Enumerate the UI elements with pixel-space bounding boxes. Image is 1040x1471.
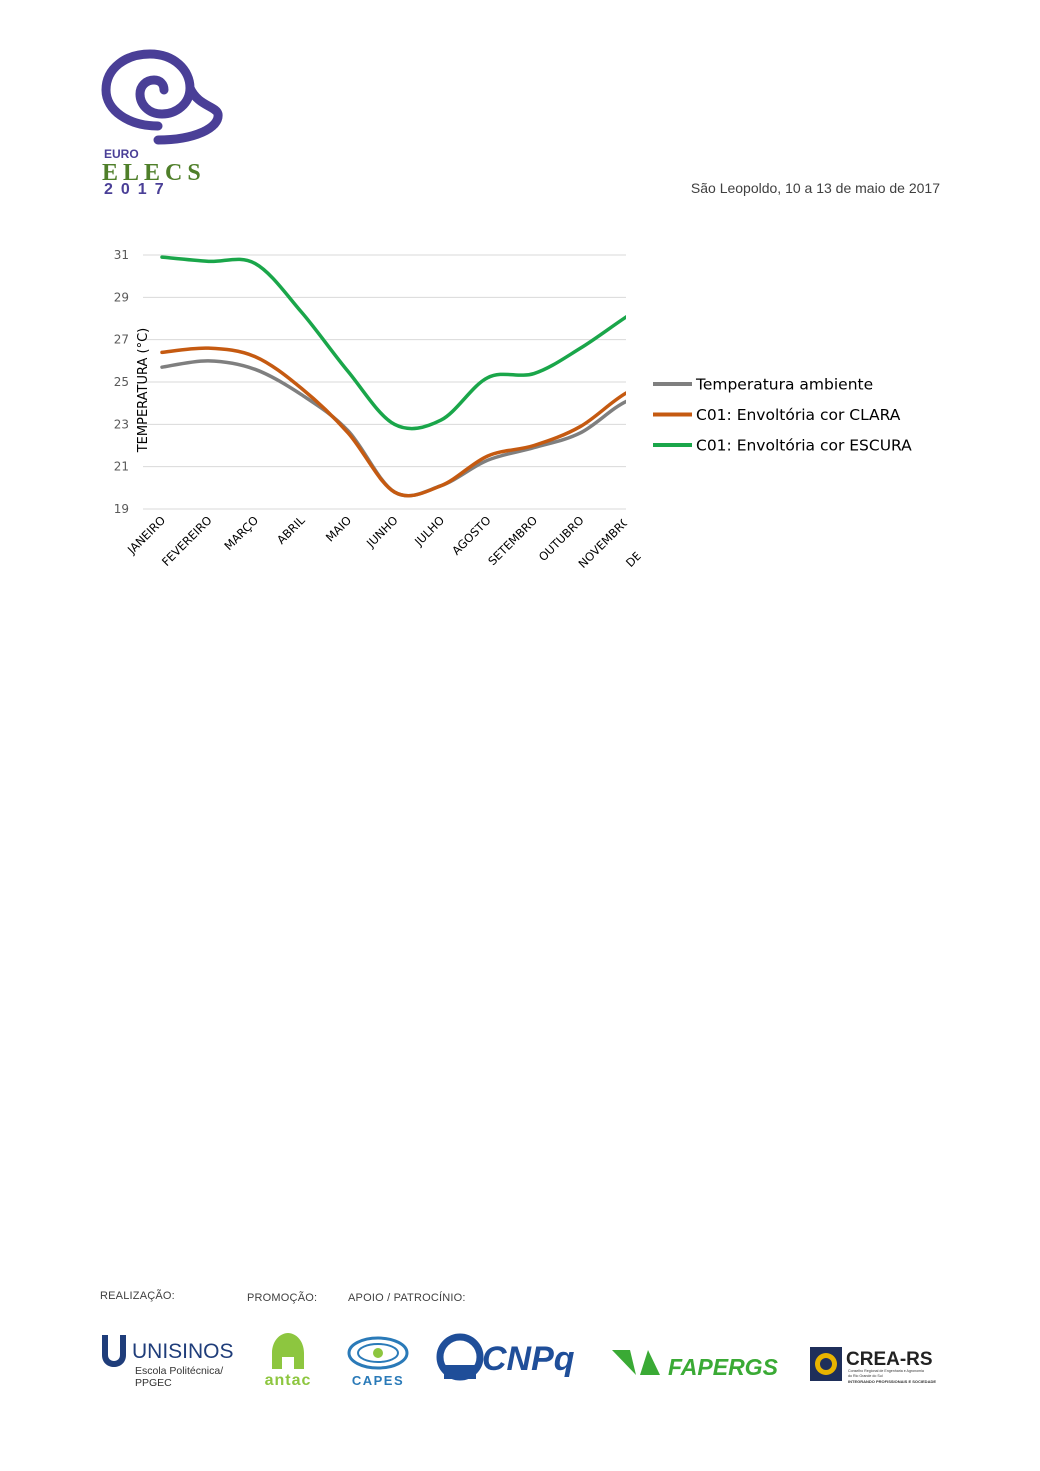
y-tick-labels: 19 21 23 25 27 29 31 — [114, 248, 129, 516]
unisinos-name: UNISINOS — [132, 1340, 234, 1363]
unisinos-u-icon — [102, 1335, 126, 1367]
capes-eye-icon — [347, 1336, 409, 1370]
crea-line1: Conselho Regional de Engenharia e Agrono… — [848, 1369, 924, 1373]
x-tick-label: JULHO — [411, 513, 447, 549]
series-lines — [160, 255, 626, 498]
unisinos-line2: PPGEC — [135, 1377, 172, 1389]
cnpq-logo: CNPq — [436, 1325, 591, 1395]
cnpq-name: CNPq — [482, 1340, 575, 1378]
x-tick-label: ABRIL — [274, 513, 308, 547]
x-tick-label: FEVEREIRO — [159, 513, 215, 569]
y-tick-label: 23 — [114, 417, 129, 431]
x-tick-label: JANEIRO — [124, 513, 168, 557]
series-line-2 — [160, 346, 626, 498]
crea-name: CREA-RS — [846, 1349, 933, 1370]
event-date: São Leopoldo, 10 a 13 de maio de 2017 — [690, 180, 940, 196]
antac-arch-icon — [272, 1333, 304, 1369]
spiral-icon — [101, 49, 223, 145]
crea-line3: INTEGRANDO PROFISSIONAIS E SOCIEDADE — [848, 1379, 936, 1384]
gridlines — [143, 254, 626, 510]
x-tick-label: SETEMBRO — [485, 513, 540, 568]
fapergs-name: FAPERGS — [668, 1354, 779, 1380]
capes-name: CAPES — [352, 1373, 404, 1388]
realizacao-label: REALIZAÇÃO: — [100, 1290, 175, 1302]
x-tick-label: DEZEMBRO — [623, 513, 680, 570]
unisinos-line1: Escola Politécnica/ — [135, 1365, 223, 1377]
logo-line2: ELECS — [102, 160, 206, 186]
legend-label-2: C01: Envoltória cor CLARA — [696, 406, 901, 424]
legend-label-3: C01: Envoltória cor ESCURA — [696, 437, 912, 455]
y-tick-label: 31 — [114, 248, 129, 262]
legend-label-1: Temperatura ambiente — [695, 376, 873, 394]
series-line-3 — [160, 255, 626, 431]
y-tick-label: 19 — [114, 502, 129, 516]
legend: Temperatura ambiente C01: Envoltória cor … — [653, 376, 912, 455]
crea-line2: do Rio Grande do Sul — [848, 1374, 883, 1378]
x-tick-label: JUNHO — [363, 513, 401, 551]
y-tick-label: 25 — [114, 375, 129, 389]
promocao-label: PROMOÇÃO: — [247, 1292, 318, 1304]
crea-logo: CREA-RS Conselho Regional de Engenharia … — [808, 1325, 946, 1395]
antac-name: antac — [265, 1372, 312, 1389]
y-axis-label: TEMPERATURA (°C) — [136, 328, 151, 454]
y-tick-label: 29 — [114, 290, 129, 304]
y-tick-label: 21 — [114, 460, 129, 474]
capes-logo: CAPES — [344, 1325, 414, 1395]
x-tick-label: AGOSTO — [449, 513, 494, 558]
unisinos-logo: UNISINOS Escola Politécnica/ PPGEC — [98, 1325, 238, 1395]
y-tick-label: 27 — [114, 333, 129, 347]
fapergs-triangle-icon — [612, 1350, 636, 1375]
x-tick-label: MAIO — [323, 513, 354, 544]
x-tick-label: MARÇO — [221, 513, 261, 553]
logo-line1: EURO — [104, 147, 139, 161]
antac-logo: antac — [250, 1325, 330, 1395]
fapergs-logo: FAPERGS — [610, 1325, 790, 1395]
logo-line3: 2017 — [104, 181, 172, 198]
apoio-label: APOIO / PATROCÍNIO: — [348, 1292, 466, 1304]
euroelecs-logo: EURO ELECS 2017 — [98, 48, 228, 198]
